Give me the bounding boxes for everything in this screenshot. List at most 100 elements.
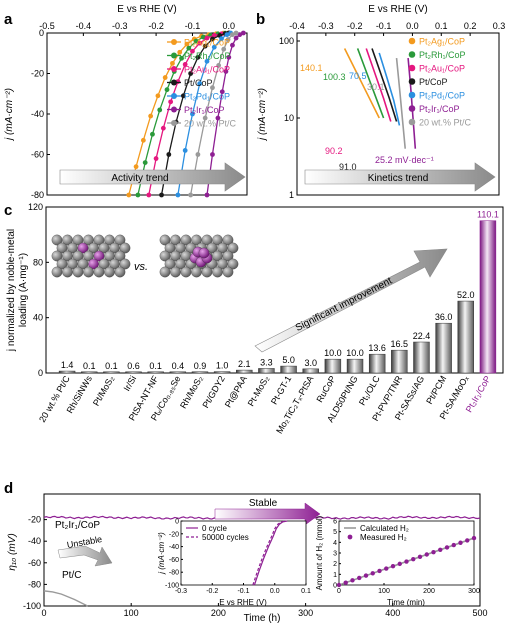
a-legend-marker-ptcop [171,79,177,86]
d-series-line-ptc [43,590,88,607]
a-y-tick-label: -40 [31,109,44,119]
inset2-plot-frame [338,520,475,586]
a-x-tick-label: -0.2 [148,21,164,31]
panel-c-arrow-label: Significant improvement [294,276,394,334]
i2-data-point-measured [417,554,423,560]
c-category-label: Pt/PCM [424,374,448,406]
i2-data-point-measured [363,573,369,578]
b-series-line-pt2ag1 [343,48,380,119]
c-bar-value-label: 10.0 [324,348,342,358]
a-data-point-ptcop [180,93,186,99]
a-data-point-pt2ir1 [226,54,232,60]
a-data-point-pt2pd1 [190,111,195,117]
i1-x-tick-label: 0.0 [270,588,280,595]
c-bar-value-label: 0.4 [172,361,185,371]
co-atom [104,266,115,278]
i1-series-line-50000-cycles [252,520,286,586]
b-legend-marker-pt2au1 [408,64,416,72]
co-atom [201,266,213,278]
a-data-point-ptc20 [202,115,208,121]
a-data-point-pt2au1 [204,35,210,41]
i2-data-point-measured [471,535,477,541]
co-atom [93,266,105,278]
i2-data-point-measured [451,542,456,548]
series-label-ptc: Pt/C [62,570,81,581]
tafel-label-ptcop: 91.0 [339,162,357,172]
c-bar-pt-mos [103,371,120,374]
c-bar-pt-ir-cop [479,220,497,374]
ir-cluster-atom [198,247,210,259]
i2-data-point-measured [336,582,342,588]
a-x-tick-label: -0.1 [185,21,201,31]
b-legend-marker-pt2ag1 [408,37,416,45]
b-x-tick-label: 0.2 [464,21,477,31]
panel-c-bar-chart: j normalized by noble-metal loading (A·m… [6,202,504,435]
i1-legend-label-0-cycle: 0 cycle [202,524,227,533]
a-legend-marker-pt2pd1 [171,93,177,99]
c-bar-value-label: 1.4 [61,360,74,370]
b-x-tick-label: 0.1 [435,21,448,31]
inset2-x-axis-label: Time (min) [387,598,425,607]
c-category-label: Pt-MoS₂ [246,374,272,408]
c-bar-value-label: 10.0 [346,348,364,358]
c-bar-value-label: 110.1 [477,210,499,220]
b-series-line-pt2au1 [365,48,392,122]
panel-d-plot-frame [43,493,481,607]
a-legend-marker-pt2ir1 [171,106,177,113]
i2-data-point-measured [357,575,362,581]
co-atom [227,242,239,254]
d-x-tick-label: 0 [41,608,46,618]
a-data-point-ptc20 [230,32,235,38]
d-x-tick-label: 100 [124,608,139,618]
d-y-tick-label: -40 [28,536,41,546]
a-data-point-pt2au1 [197,40,203,46]
b-legend-marker-pt2ir1 [408,105,416,112]
i2-data-point-measured [431,549,436,555]
i2-y-tick-label: 4 [333,540,337,547]
a-data-point-pt2ir1 [219,89,225,95]
a-data-point-ptcop [195,54,201,60]
a-x-tick-label: 0.0 [223,21,236,31]
c-bar-value-label: 0.1 [105,361,118,371]
a-data-point-pt2pd1 [182,148,188,153]
i2-data-point-measured [397,561,402,567]
d-x-tick-label: 300 [298,608,313,618]
a-data-point-pt2ag1 [140,137,146,143]
c-bar-rh-mos [191,371,209,374]
d-x-tick-label: 500 [472,608,487,618]
b-x-tick-label: 0.0 [406,21,419,31]
b-legend-label-pt2ag1: Pt₂Ag₁/CoP [419,37,465,47]
c-bar-value-label: 2.1 [238,359,251,369]
a-data-point-ptcop [188,71,194,76]
panel-d-stability-chart: Time (h) η₁₀ (mV) 0 100 200 300 400 500 -20-4… [7,493,488,623]
c-category-label: 20 wt.% Pt/C [37,374,72,424]
panel-d-x-axis-label: Time (h) [244,613,281,623]
d-y-tick-label: -80 [28,579,41,589]
i2-legend-label-calculated: Calculated H₂ [360,524,409,533]
inset1-y-axis-label: j (mA·cm⁻²) [157,532,166,575]
a-data-point-pt2ir1 [210,152,215,157]
b-legend-label-pt2ir1: Pt₂Ir₁/CoP [419,104,460,114]
i1-y-tick-label: -40 [169,544,179,551]
i2-data-point-measured [444,545,450,550]
atomic-model-illustrations [51,234,239,278]
c-bar-value-label: 36.0 [435,312,453,322]
c-category-label: Ir/Si [122,374,139,393]
a-data-point-ptc20 [188,192,194,198]
i2-data-point-measured [377,568,382,574]
panel-letter-b: b [256,11,265,28]
b-x-tick-label: -0.3 [318,21,334,31]
c-y-tick-label: 120 [28,202,43,212]
a-data-point-pt2au1 [160,125,166,131]
stable-label: Stable [249,498,278,509]
panel-c-y-axis-label-line2: loading (A·mg⁻¹) [18,253,29,327]
panel-a-arrow-label: Activity trend [111,173,168,184]
i1-y-tick-label: -100 [165,583,179,590]
co-atom [212,266,223,278]
a-data-point-ptc20 [225,37,231,42]
a-y-tick-label: -20 [31,69,44,79]
i2-data-point-measured [343,580,348,585]
a-data-point-pt2rh1 [179,55,184,61]
a-y-tick-label: -80 [31,190,44,200]
b-series-line-pt2pd1 [378,52,401,126]
